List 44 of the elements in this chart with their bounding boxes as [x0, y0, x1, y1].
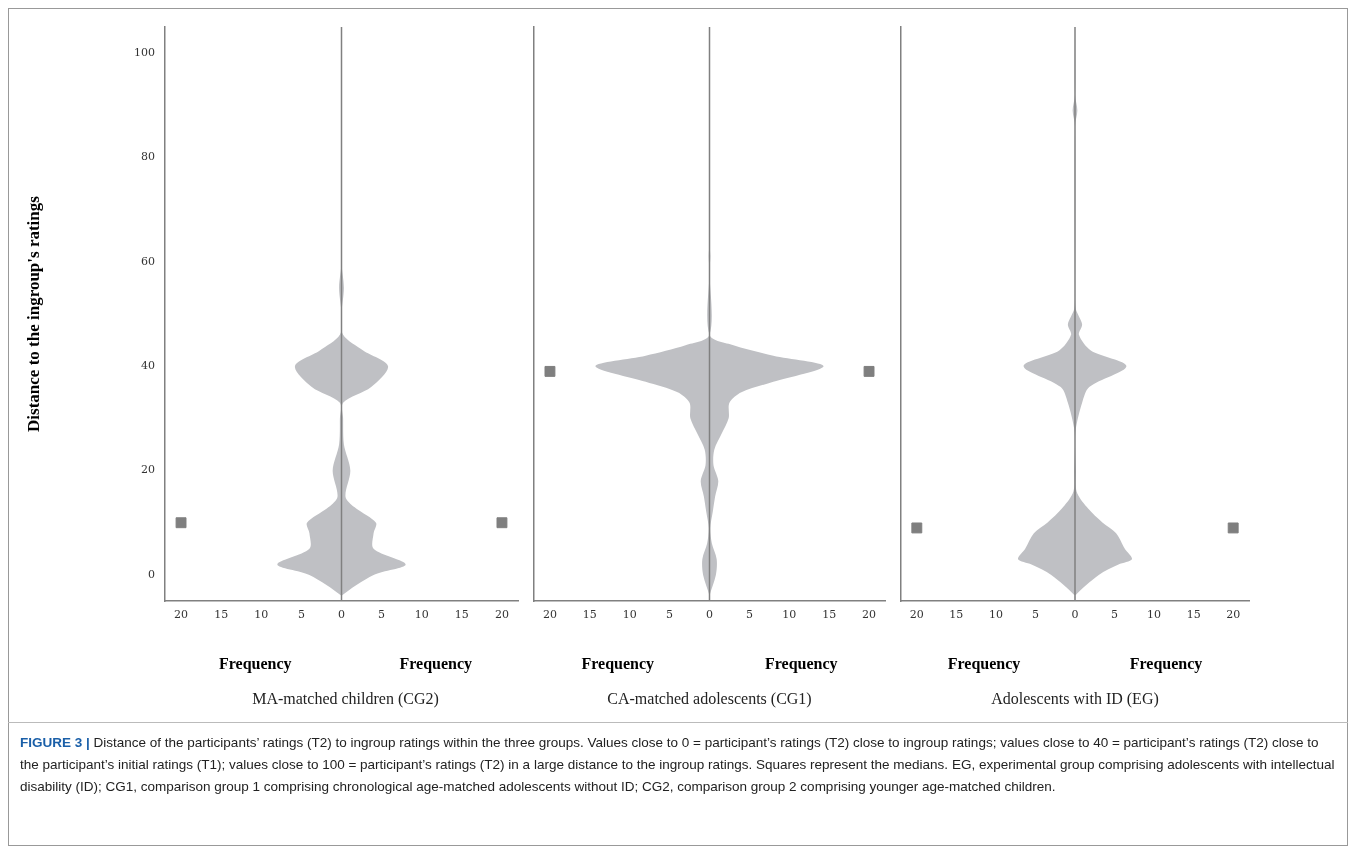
- x-tick-label: 20: [1226, 608, 1241, 622]
- x-axis-title: Frequency: [581, 655, 655, 673]
- x-tick-label: 0: [1071, 608, 1079, 622]
- y-tick-label: 0: [148, 567, 155, 581]
- x-tick-label: 15: [214, 608, 229, 622]
- x-tick-label: 10: [254, 608, 269, 622]
- x-tick-label: 15: [1186, 608, 1201, 622]
- x-tick-label: 0: [338, 608, 345, 622]
- text: Frequency: [399, 655, 473, 672]
- text: Frequency: [764, 655, 838, 672]
- y-tick-label: 20: [141, 463, 155, 477]
- x-tick-label: 15: [582, 608, 597, 622]
- text: Adolescents with ID (EG): [991, 690, 1159, 708]
- x-tick-label: 5: [745, 608, 753, 622]
- y-tick-label: 100: [134, 45, 155, 59]
- x-tick-label: 10: [1147, 608, 1162, 622]
- x-tick-label: 15: [949, 608, 964, 622]
- x-tick-label: 0: [706, 608, 713, 622]
- x-tick-label: 20: [174, 608, 189, 622]
- caption: FIGURE 3 | Distance of the participants’ ratings (T2) to ingroup ratings within the three groups. Values close to 0 = participant’s ratings (T2) close to ingroup ratings; values close to 40 = participant’s ratings (T2) close to the participant’s initial ratings (T1); values close to 100 = participant’s ratings (T2) in a large distance to the ingroup ratings. Squares represent the medians. EG, experimental group comprising adolescents with intellectual disability (ID); CG1, comparison group 1 comprising chronological age-matched adolescents without ID; CG2, comparison group 2 comprising younger age-matched children.: [20, 734, 1336, 796]
- y-tick-label: 40: [141, 359, 155, 373]
- y-tick-label: 60: [141, 254, 155, 268]
- x-tick-label: 5: [1031, 608, 1039, 622]
- x-tick-label: 15: [822, 608, 837, 622]
- x-tick-label: 5: [297, 608, 305, 622]
- x-tick-label: 20: [542, 608, 557, 622]
- x-tick-label: 20: [494, 608, 509, 622]
- x-axis-title: Frequency: [947, 655, 1021, 673]
- x-tick-label: 20: [909, 608, 924, 622]
- x-tick-label: 5: [666, 608, 674, 622]
- text: CA-matched adolescents (CG1): [607, 690, 812, 708]
- y-tick-label: 80: [141, 150, 155, 164]
- x-tick-label: 10: [414, 608, 429, 622]
- x-tick-label: 10: [988, 608, 1003, 622]
- x-axis-title: Frequency: [218, 655, 292, 673]
- text: Frequency: [1129, 655, 1203, 672]
- x-tick-label: 10: [622, 608, 637, 622]
- x-tick-label: 5: [378, 608, 386, 622]
- x-tick-label: 5: [1111, 608, 1119, 622]
- x-tick-label: 10: [782, 608, 797, 622]
- x-tick-label: 20: [862, 608, 877, 622]
- x-tick-label: 15: [454, 608, 469, 622]
- text: MA-matched children (CG2): [252, 690, 439, 708]
- y-axis-title: Distance to the ingroup's ratings: [23, 195, 43, 432]
